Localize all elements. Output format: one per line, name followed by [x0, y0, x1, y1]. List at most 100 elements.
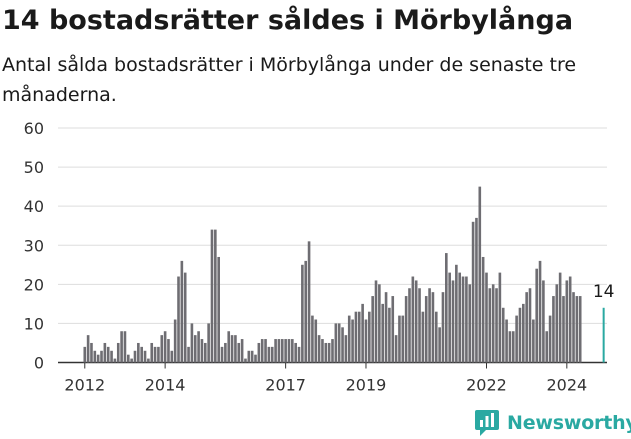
bar	[354, 311, 358, 363]
bar	[458, 272, 462, 363]
bar	[508, 331, 512, 363]
highlight-bar	[602, 307, 605, 363]
bar	[247, 350, 251, 363]
bar	[371, 296, 374, 363]
bar	[197, 331, 200, 363]
highlight-value-label: 14	[593, 282, 615, 302]
bar	[505, 319, 508, 363]
bar	[451, 280, 455, 363]
bar	[224, 342, 227, 363]
bar	[448, 272, 451, 363]
bar	[465, 276, 468, 363]
bar	[394, 335, 398, 363]
newsworthy-logo-icon	[475, 410, 499, 436]
bar	[317, 335, 321, 363]
bar	[388, 307, 391, 363]
bar	[518, 307, 522, 363]
x-tick-label: 2014	[145, 376, 186, 395]
bar	[341, 327, 344, 363]
bar	[207, 323, 210, 363]
bar	[515, 315, 518, 363]
bar	[535, 268, 539, 363]
bar	[274, 339, 277, 363]
bar	[558, 272, 562, 363]
bar	[126, 354, 130, 363]
bar	[173, 319, 177, 363]
bar	[488, 288, 492, 363]
bar	[532, 319, 535, 363]
bar	[357, 311, 361, 363]
bar	[495, 288, 498, 363]
bar	[150, 342, 154, 363]
bar	[344, 335, 348, 363]
bar	[555, 284, 559, 363]
bar	[428, 288, 431, 363]
bar	[498, 272, 502, 363]
bar	[522, 303, 525, 363]
bar	[287, 339, 291, 363]
bar	[237, 342, 241, 363]
bar	[525, 292, 528, 363]
bar	[331, 339, 334, 363]
bar	[431, 292, 435, 363]
bar	[545, 331, 549, 363]
bar	[552, 296, 555, 363]
bar	[542, 280, 545, 363]
brand-name: Newsworthy	[507, 412, 631, 434]
bar	[314, 319, 318, 363]
bar	[334, 323, 338, 363]
bar	[180, 260, 184, 363]
bar	[307, 241, 311, 363]
y-tick-label: 10	[24, 314, 44, 333]
bar	[153, 346, 157, 363]
bar	[244, 358, 247, 363]
bar	[441, 292, 445, 363]
bar	[421, 311, 425, 363]
bar	[468, 284, 472, 363]
bar	[438, 327, 441, 363]
bar	[361, 303, 364, 363]
bar	[568, 276, 572, 363]
bar	[90, 342, 93, 363]
bar	[378, 284, 381, 363]
bar	[404, 296, 408, 363]
bar	[183, 272, 187, 363]
bar	[434, 311, 438, 363]
bar	[351, 319, 354, 363]
bar	[270, 346, 274, 363]
bar	[578, 296, 582, 363]
bar	[167, 339, 170, 363]
bar	[264, 339, 267, 363]
bar	[230, 335, 234, 363]
bar	[565, 280, 569, 363]
bar	[130, 358, 133, 363]
bar	[240, 339, 244, 363]
bar	[324, 342, 328, 363]
bar	[170, 350, 174, 363]
bar	[187, 346, 190, 363]
bar	[562, 296, 565, 363]
bar	[100, 350, 103, 363]
bar	[391, 296, 395, 363]
bar	[93, 350, 97, 363]
bar	[337, 323, 341, 363]
bar	[511, 331, 515, 363]
bar	[106, 346, 110, 363]
x-tick-label: 2012	[64, 376, 105, 395]
bar	[408, 288, 411, 363]
bar	[297, 346, 301, 363]
y-tick-label: 50	[24, 158, 44, 177]
bar	[381, 303, 385, 363]
bar	[103, 342, 107, 363]
bar	[485, 272, 488, 363]
bar	[137, 342, 140, 363]
bar	[260, 339, 264, 363]
bar	[501, 307, 505, 363]
brand-logo: Newsworthy	[475, 408, 631, 438]
bar	[548, 315, 552, 363]
bar	[227, 331, 231, 363]
bar	[575, 296, 579, 363]
bar	[157, 346, 160, 363]
chart-subtitle: Antal sålda bostadsrätter i Mörbylånga u…	[2, 54, 577, 106]
bar	[284, 339, 287, 363]
